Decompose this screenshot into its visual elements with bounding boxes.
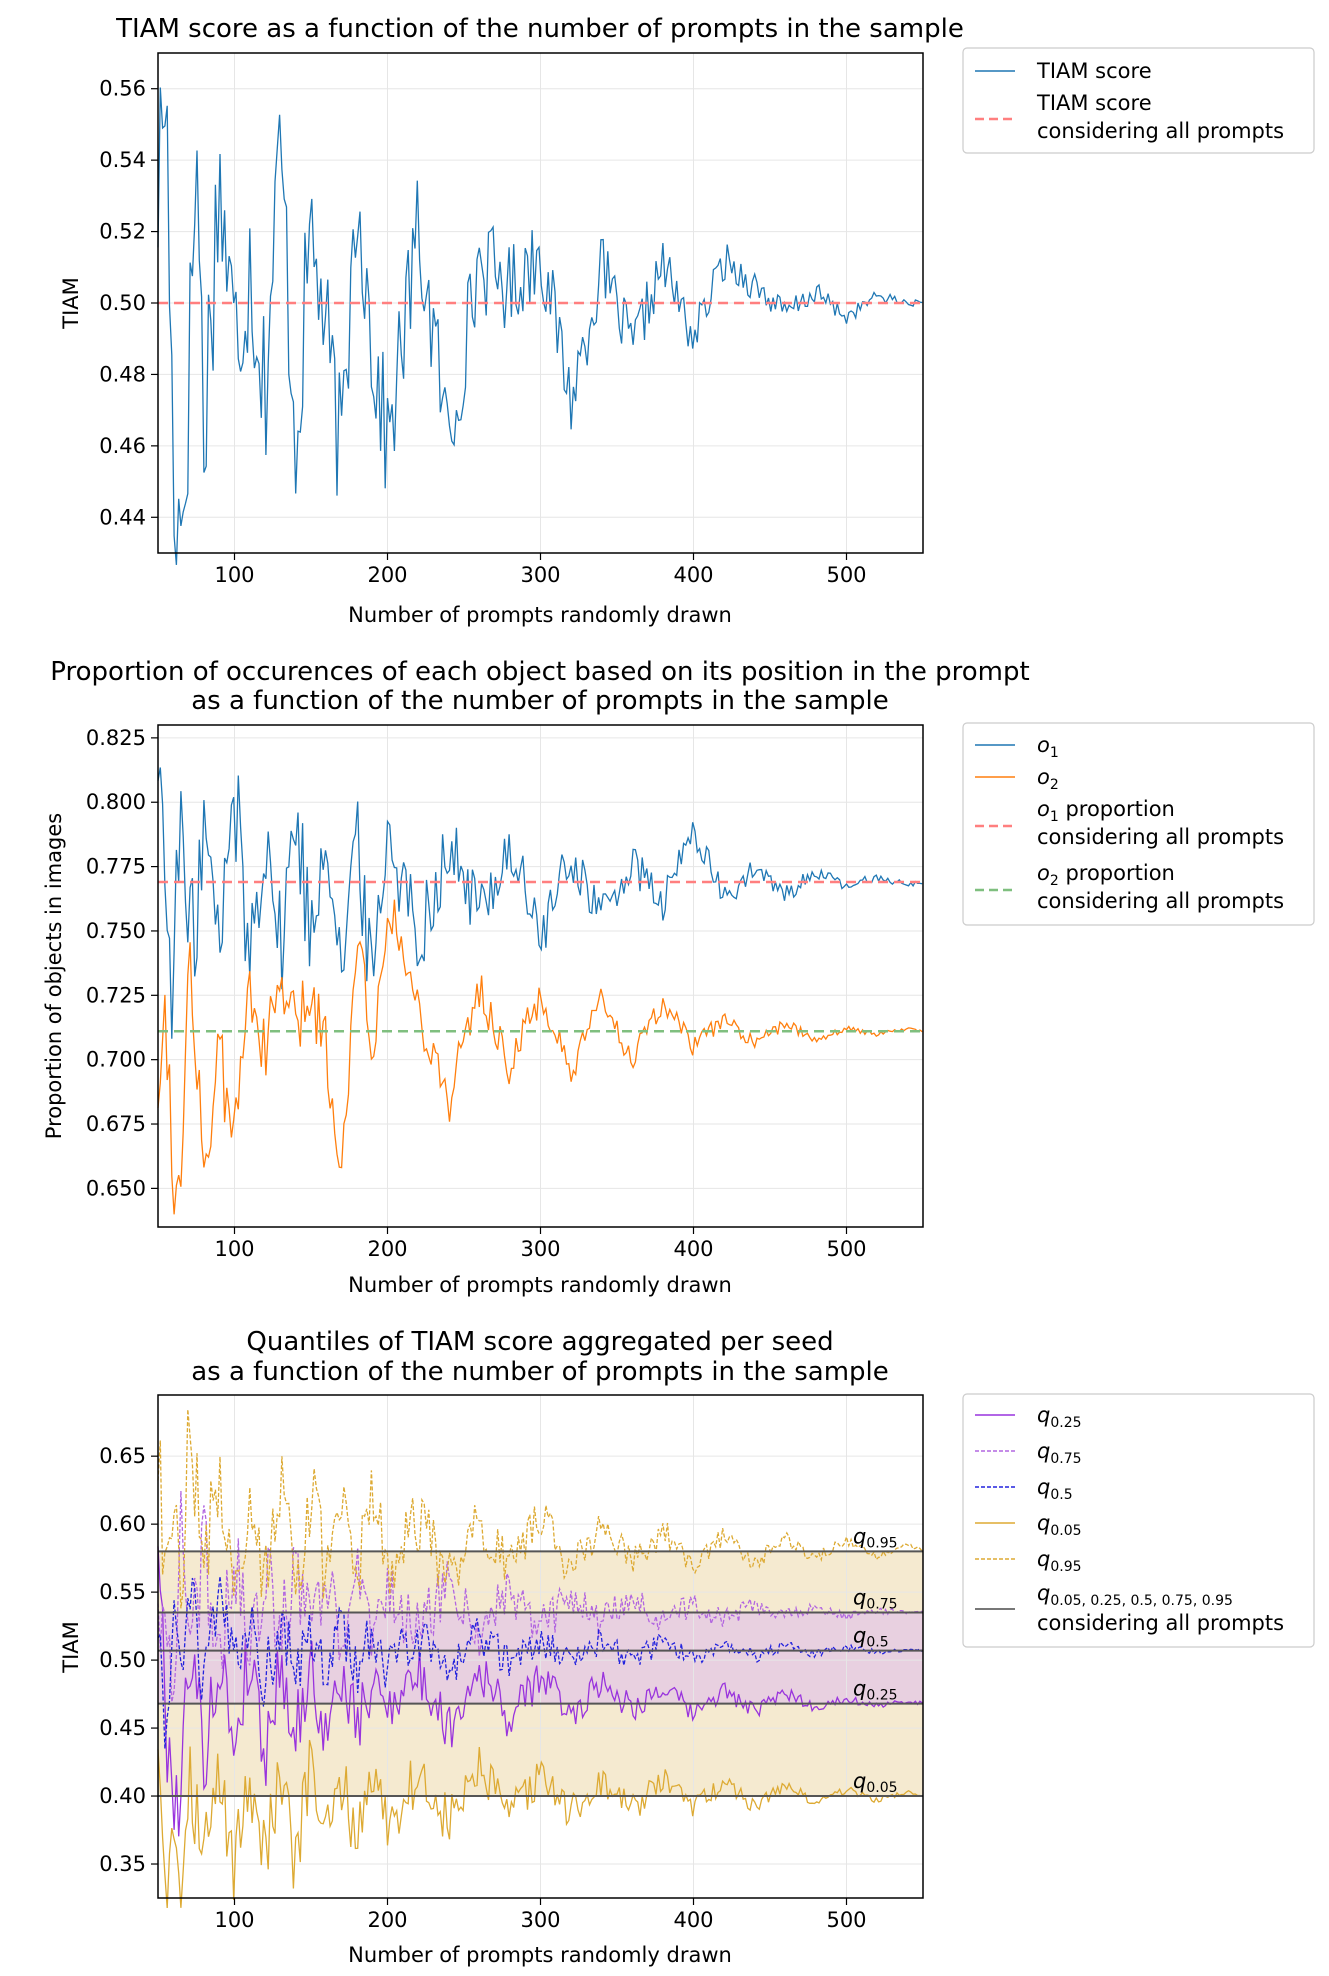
chart2-legend-box bbox=[962, 722, 1315, 926]
chart2-legend-o2: o2 bbox=[1037, 765, 1059, 793]
y-tick-label: 0.60 bbox=[99, 1512, 146, 1536]
x-tick-label: 200 bbox=[367, 1908, 407, 1932]
annotation-q095: q0.95 bbox=[853, 1524, 898, 1551]
y-tick-label: 0.750 bbox=[86, 919, 146, 943]
chart2-ylabel: Proportion of objects in images bbox=[42, 813, 66, 1139]
chart1-plot-area bbox=[157, 87, 923, 565]
chart2-legend-o1: o1 bbox=[1037, 733, 1059, 761]
chart1-legend-all-line2: considering all prompts bbox=[1037, 119, 1284, 143]
y-tick-label: 0.54 bbox=[99, 148, 146, 172]
x-tick-label: 300 bbox=[520, 1237, 560, 1261]
series-line-o1 bbox=[157, 767, 923, 1039]
y-tick-label: 0.50 bbox=[99, 1648, 146, 1672]
y-tick-label: 0.52 bbox=[99, 220, 146, 244]
series-line-q0-95 bbox=[157, 1409, 923, 1609]
chart1-legend: TIAM score TIAM score considering all pr… bbox=[962, 47, 1315, 154]
y-tick-label: 0.50 bbox=[99, 291, 146, 315]
chart3-legend-box bbox=[962, 1393, 1315, 1648]
annotation-q05: q0.5 bbox=[853, 1624, 889, 1651]
chart3-plot-area bbox=[157, 1409, 923, 1909]
chart3-legend-q005: q0.05 bbox=[1037, 1511, 1082, 1539]
annotation-q005: q0.05 bbox=[853, 1769, 898, 1796]
y-tick-label: 0.775 bbox=[86, 855, 146, 879]
chart1-title: TIAM score as a function of the number o… bbox=[115, 14, 964, 44]
annotation-q075: q0.75 bbox=[853, 1586, 898, 1613]
chart3-ticks: 100 200 300 400 500 0.35 0.40 0.45 0.50 0.55 0.60 0… bbox=[99, 1444, 866, 1932]
series-line-q0-5 bbox=[157, 1576, 923, 1749]
y-tick-label: 0.800 bbox=[86, 790, 146, 814]
y-tick-label: 0.44 bbox=[99, 505, 146, 529]
y-tick-label: 0.700 bbox=[86, 1048, 146, 1072]
y-tick-label: 0.46 bbox=[99, 434, 146, 458]
chart3-subtitle: as a function of the number of prompts i… bbox=[191, 1357, 889, 1387]
chart2-legend: o1 o2 o1 proportion considering all prom… bbox=[962, 722, 1315, 926]
chart3-legend: q0.25 q0.75 q0.5 q0.05 q0.95 q0.05, 0.25… bbox=[962, 1393, 1315, 1648]
chart1-xlabel: Number of prompts randomly drawn bbox=[348, 603, 732, 627]
chart2-subtitle: as a function of the number of prompts i… bbox=[191, 686, 889, 716]
x-tick-label: 300 bbox=[520, 1908, 560, 1932]
chart2-legend-o1-all-line1: o1 proportion bbox=[1037, 797, 1175, 825]
chart2-plot-area bbox=[157, 767, 923, 1215]
chart2-xlabel: Number of prompts randomly drawn bbox=[348, 1273, 732, 1297]
y-tick-label: 0.56 bbox=[99, 77, 146, 101]
y-tick-label: 0.55 bbox=[99, 1580, 146, 1604]
chart2-legend-o2-all-line1: o2 proportion bbox=[1037, 861, 1175, 889]
annotation-q025: q0.25 bbox=[853, 1677, 898, 1704]
y-tick-label: 0.725 bbox=[86, 983, 146, 1007]
chart2-legend-o1-all-line2: considering all prompts bbox=[1037, 825, 1284, 849]
chart3-quantile-annotations: q0.95 q0.75 q0.5 q0.25 q0.05 bbox=[853, 1524, 898, 1796]
chart3-legend-q095: q0.95 bbox=[1037, 1547, 1082, 1575]
x-tick-label: 100 bbox=[214, 563, 254, 587]
y-tick-label: 0.45 bbox=[99, 1716, 146, 1740]
chart1-legend-box bbox=[962, 47, 1315, 154]
chart2-ticks: 100 200 300 400 500 0.650 0.675 0.700 0.725 0.750… bbox=[86, 726, 867, 1261]
x-tick-label: 300 bbox=[520, 563, 560, 587]
chart3-title: Quantiles of TIAM score aggregated per s… bbox=[246, 1327, 833, 1357]
y-tick-label: 0.675 bbox=[86, 1112, 146, 1136]
series-line-q0-25 bbox=[157, 1546, 923, 1837]
series-line-tiam-score bbox=[157, 87, 923, 565]
y-tick-label: 0.40 bbox=[99, 1784, 146, 1808]
chart3-xlabel: Number of prompts randomly drawn bbox=[348, 1943, 732, 1967]
y-tick-label: 0.65 bbox=[99, 1444, 146, 1468]
series-line-q0-75 bbox=[157, 1490, 923, 1703]
chart3-legend-q025: q0.25 bbox=[1037, 1403, 1082, 1431]
y-tick-label: 0.825 bbox=[86, 726, 146, 750]
x-tick-label: 400 bbox=[673, 563, 713, 587]
x-tick-label: 400 bbox=[673, 1908, 713, 1932]
chart3-legend-q05: q0.5 bbox=[1037, 1475, 1073, 1503]
x-tick-label: 500 bbox=[826, 1237, 866, 1261]
chart2-legend-o2-all-line2: considering all prompts bbox=[1037, 889, 1284, 913]
y-tick-label: 0.650 bbox=[86, 1176, 146, 1200]
x-tick-label: 200 bbox=[367, 563, 407, 587]
chart-tiam-quantiles: Quantiles of TIAM score aggregated per s… bbox=[59, 1327, 1315, 1967]
chart1-legend-tiam-score: TIAM score bbox=[1036, 59, 1152, 83]
y-tick-label: 0.48 bbox=[99, 362, 146, 386]
chart2-title: Proportion of occurences of each object … bbox=[50, 657, 1029, 687]
x-tick-label: 500 bbox=[826, 563, 866, 587]
x-tick-label: 500 bbox=[826, 1908, 866, 1932]
series-line-q0-05 bbox=[157, 1739, 923, 1909]
chart1-ticks: 100 200 300 400 500 0.44 0.46 0.48 0.50 0.52 0.54 0… bbox=[99, 77, 866, 587]
series-line-o2 bbox=[157, 899, 923, 1215]
x-tick-label: 100 bbox=[214, 1908, 254, 1932]
chart3-legend-all-line2: considering all prompts bbox=[1037, 1611, 1284, 1635]
x-tick-label: 200 bbox=[367, 1237, 407, 1261]
chart-tiam-score: TIAM score as a function of the number o… bbox=[59, 14, 1315, 627]
x-tick-label: 100 bbox=[214, 1237, 254, 1261]
chart3-ylabel: TIAM bbox=[59, 1621, 83, 1674]
y-tick-label: 0.35 bbox=[99, 1852, 146, 1876]
x-tick-label: 400 bbox=[673, 1237, 713, 1261]
chart3-legend-all-line1: q0.05, 0.25, 0.5, 0.75, 0.95 bbox=[1037, 1581, 1233, 1609]
chart3-legend-q075: q0.75 bbox=[1037, 1439, 1082, 1467]
chart-object-proportion: Proportion of occurences of each object … bbox=[42, 657, 1315, 1297]
chart1-grid bbox=[158, 53, 923, 553]
chart1-legend-all-line1: TIAM score bbox=[1036, 91, 1152, 115]
chart1-ylabel: TIAM bbox=[59, 277, 83, 330]
